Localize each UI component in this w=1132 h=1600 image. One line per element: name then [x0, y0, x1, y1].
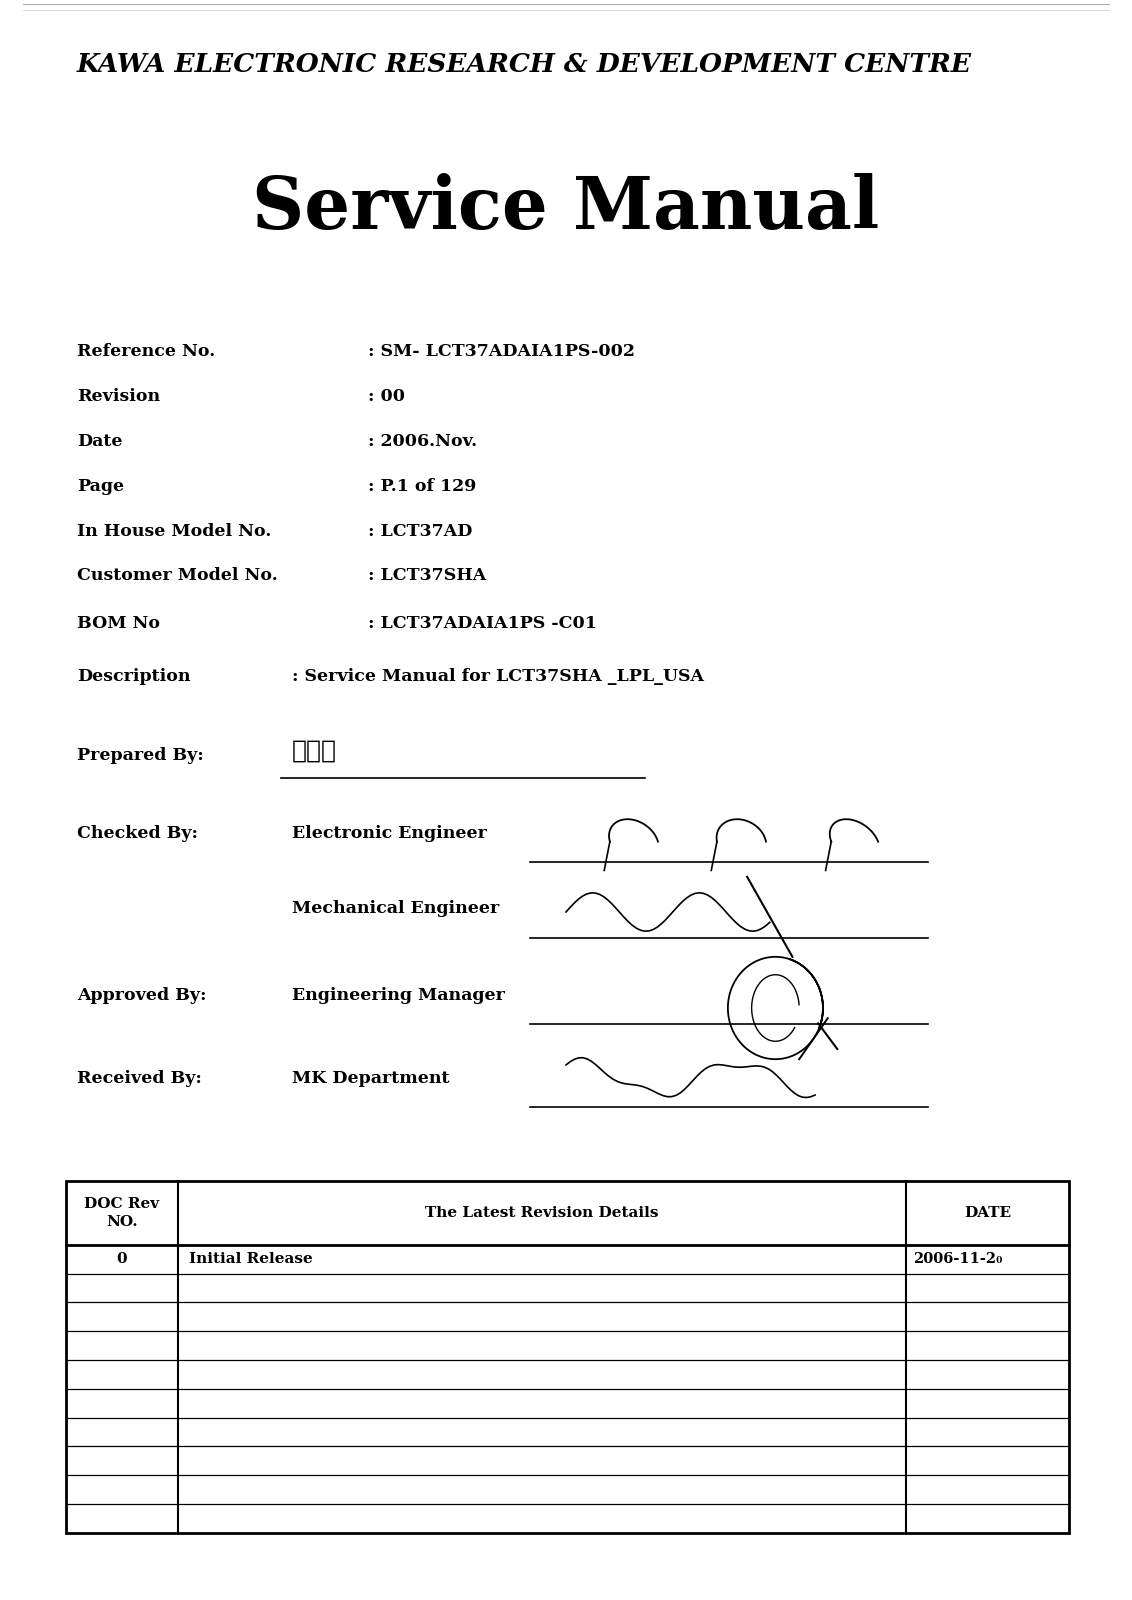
Text: Date: Date	[77, 434, 122, 450]
Text: 2006-11-2₀: 2006-11-2₀	[912, 1253, 1002, 1266]
FancyBboxPatch shape	[66, 1181, 1069, 1533]
Text: Revision: Revision	[77, 389, 160, 405]
Text: Initial Release: Initial Release	[189, 1253, 314, 1266]
Text: Electronic Engineer: Electronic Engineer	[292, 826, 487, 842]
Text: : LCT37AD: : LCT37AD	[368, 523, 472, 539]
Text: Description: Description	[77, 669, 190, 685]
Text: Reference No.: Reference No.	[77, 344, 215, 360]
Text: BOM No: BOM No	[77, 616, 160, 632]
Text: Engineering Manager: Engineering Manager	[292, 987, 505, 1003]
Text: 0: 0	[117, 1253, 127, 1266]
Text: : 00: : 00	[368, 389, 405, 405]
Text: In House Model No.: In House Model No.	[77, 523, 272, 539]
Text: Checked By:: Checked By:	[77, 826, 198, 842]
Text: Customer Model No.: Customer Model No.	[77, 568, 277, 584]
Text: Received By:: Received By:	[77, 1070, 201, 1086]
Text: DATE: DATE	[963, 1206, 1011, 1219]
Text: DOC Rev
NO.: DOC Rev NO.	[84, 1197, 160, 1229]
Text: : Service Manual for LCT37SHA _LPL_USA: : Service Manual for LCT37SHA _LPL_USA	[292, 669, 704, 685]
Text: : LCT37SHA: : LCT37SHA	[368, 568, 486, 584]
Text: The Latest Revision Details: The Latest Revision Details	[426, 1206, 659, 1219]
Text: 练沛珍: 练沛珍	[292, 739, 337, 762]
Text: Prepared By:: Prepared By:	[77, 747, 204, 763]
Text: MK Department: MK Department	[292, 1070, 449, 1086]
Text: : LCT37ADAIA1PS -C01: : LCT37ADAIA1PS -C01	[368, 616, 597, 632]
Text: KAWA ELECTRONIC RESEARCH & DEVELOPMENT CENTRE: KAWA ELECTRONIC RESEARCH & DEVELOPMENT C…	[77, 51, 972, 77]
Text: Mechanical Engineer: Mechanical Engineer	[292, 901, 499, 917]
Text: Service Manual: Service Manual	[252, 173, 880, 243]
Text: Page: Page	[77, 478, 125, 494]
Text: Approved By:: Approved By:	[77, 987, 206, 1003]
Text: : 2006.Nov.: : 2006.Nov.	[368, 434, 477, 450]
Text: : P.1 of 129: : P.1 of 129	[368, 478, 477, 494]
Text: : SM- LCT37ADAIA1PS-002: : SM- LCT37ADAIA1PS-002	[368, 344, 635, 360]
